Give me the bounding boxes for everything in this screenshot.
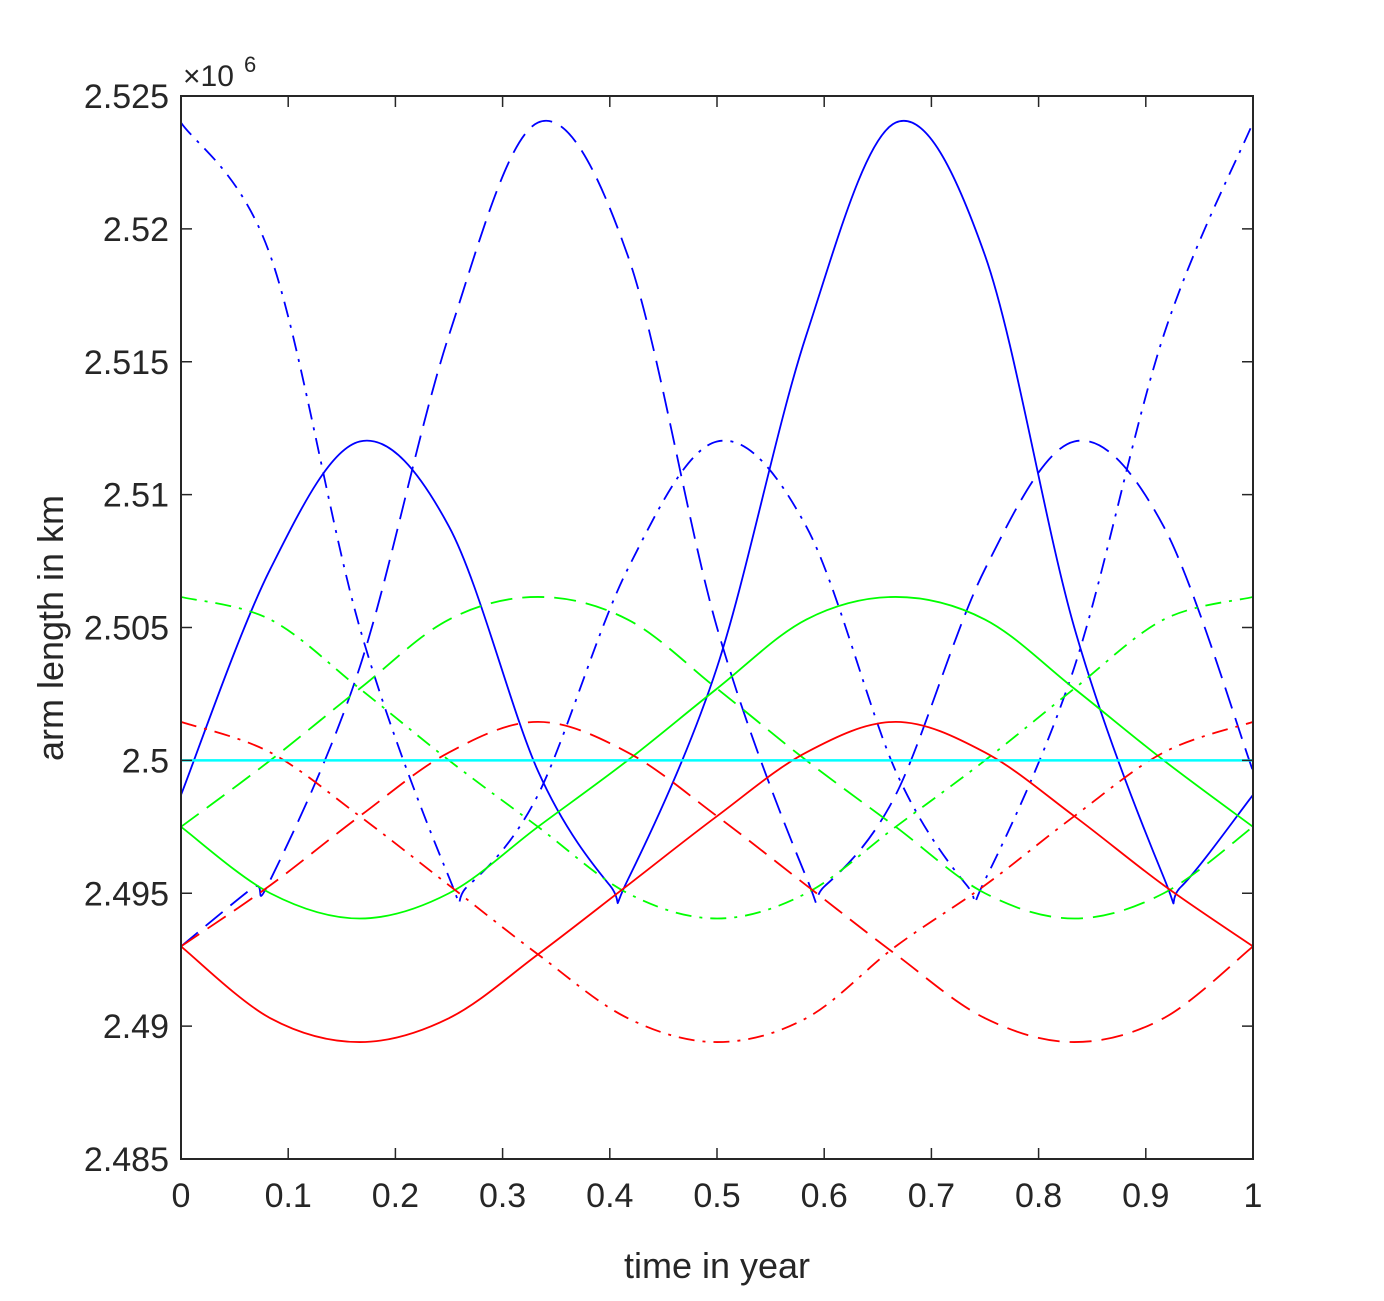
series-line-blue-dashdot [180, 122, 1254, 905]
y-exponent-label: ×10 [183, 60, 234, 93]
series-line-green-solid [180, 596, 1254, 920]
x-tick-label: 0.6 [801, 1177, 848, 1215]
x-tick-label: 0.4 [586, 1177, 633, 1215]
x-tick-label: 0.5 [693, 1177, 740, 1215]
x-tick-label: 0.7 [908, 1177, 955, 1215]
y-tick-label: 2.5 [122, 742, 169, 780]
y-tick-label: 2.485 [84, 1141, 169, 1179]
y-tick-label: 2.515 [84, 344, 169, 382]
y-tick-label: 2.505 [84, 610, 169, 648]
y-axis: 2.485 2.49 2.495 2.5 2.505 2.51 2.515 2.52 2.525 [84, 78, 1253, 1179]
y-tick-label: 2.495 [84, 875, 169, 913]
y-tick-label: 2.525 [84, 78, 169, 116]
x-tick-label: 0.1 [265, 1177, 312, 1215]
series-line-green-dashed [180, 596, 1254, 920]
x-axis-label: time in year [624, 1245, 810, 1286]
series-line-green-dashdot [180, 596, 1254, 920]
x-tick-label: 0 [172, 1177, 191, 1215]
y-axis-label: arm length in km [30, 495, 71, 761]
x-tick-label: 0.3 [479, 1177, 526, 1215]
y-exponent-power: 6 [244, 52, 256, 77]
x-axis: 0 0.1 0.2 0.3 0.4 0.5 0.6 0.7 0.8 0.9 1 [172, 96, 1263, 1215]
y-tick-label: 2.49 [103, 1008, 169, 1046]
y-tick-label: 2.51 [103, 477, 169, 515]
x-tick-label: 0.2 [372, 1177, 419, 1215]
series-line-red-dashdot [180, 720, 1254, 1043]
x-tick-label: 0.8 [1015, 1177, 1062, 1215]
series-line-red-dashed [180, 720, 1254, 1043]
x-tick-label: 0.9 [1122, 1177, 1169, 1215]
x-tick-label: 1 [1244, 1177, 1263, 1215]
y-tick-label: 2.52 [103, 211, 169, 249]
series-layer [180, 119, 1254, 1043]
series-line-blue-dashed [180, 119, 1254, 948]
